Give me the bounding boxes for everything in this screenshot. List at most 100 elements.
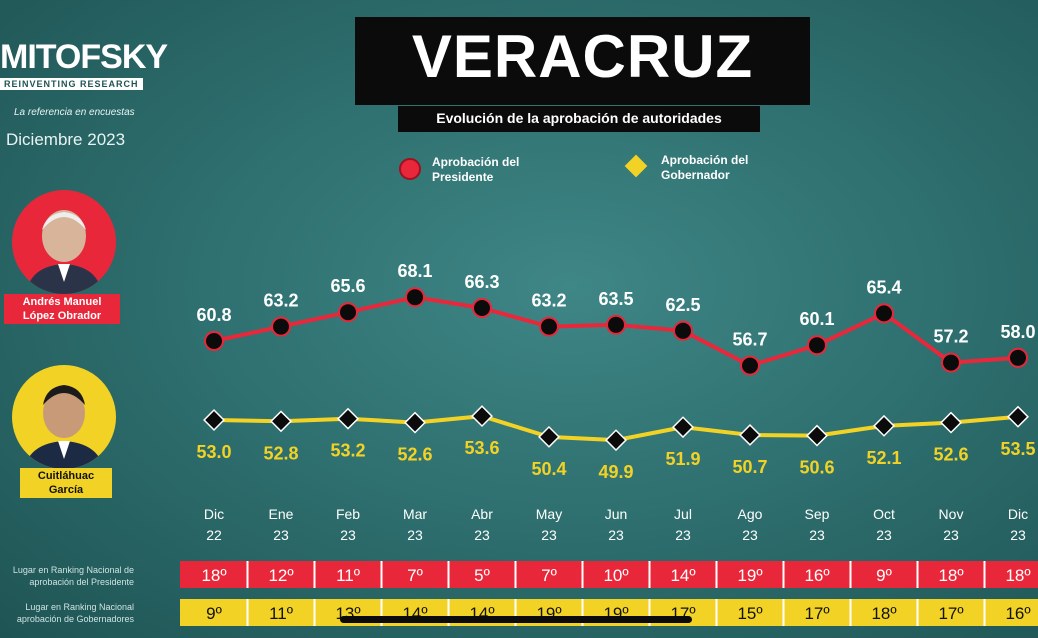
x-tick-year: 23: [1010, 527, 1026, 543]
governor-value-label: 53.6: [464, 438, 499, 458]
president-point: [941, 352, 961, 373]
x-tick-year: 23: [608, 527, 624, 543]
governor-value-label: 51.9: [665, 449, 700, 469]
president-value-label: 65.4: [866, 277, 901, 297]
x-tick-month: Ago: [738, 506, 763, 522]
president-point: [874, 303, 894, 324]
president-ranking-cell: 16º: [804, 566, 829, 585]
president-point: [807, 335, 827, 356]
president-point: [204, 331, 224, 351]
x-tick-month: Feb: [336, 506, 360, 522]
governor-value-label: 49.9: [598, 462, 633, 482]
governor-point: [672, 416, 694, 439]
logo-slogan-bar: REINVENTING RESEARCH: [0, 78, 143, 90]
governor-point: [605, 429, 627, 452]
president-point: [673, 320, 693, 341]
president-ranking-cell: 18º: [201, 566, 226, 585]
president-value-label: 60.8: [196, 305, 231, 325]
governor-point: [471, 405, 493, 428]
governor-point: [1007, 405, 1029, 428]
x-tick-year: 23: [742, 527, 758, 543]
president-ranking-cell: 14º: [670, 566, 695, 585]
governor-point: [270, 410, 292, 433]
governor-point: [538, 425, 560, 448]
x-tick-month: Oct: [873, 506, 895, 522]
president-value-label: 63.2: [531, 291, 566, 311]
governor-ranking-cell: 17º: [804, 604, 829, 623]
governor-value-label: 50.6: [799, 458, 834, 478]
president-point: [740, 355, 760, 376]
president-point: [472, 298, 492, 318]
legend-president-marker: [399, 158, 421, 180]
president-ranking-cell: 9º: [876, 566, 892, 585]
x-tick-year: 23: [407, 527, 423, 543]
governor-name-tag: Cuitláhuac García: [20, 468, 112, 498]
president-value-label: 60.1: [799, 309, 834, 329]
x-tick-month: May: [536, 506, 562, 522]
governor-value-label: 53.5: [1000, 439, 1035, 459]
mitofsky-logo: MITOFSKY REINVENTING RESEARCH: [0, 38, 168, 92]
governor-point: [337, 407, 359, 430]
governor-value-label: 52.8: [263, 443, 298, 463]
president-ranking-cell: 19º: [737, 566, 762, 585]
president-value-label: 57.2: [933, 327, 968, 347]
president-ranking-cell: 5º: [474, 566, 490, 585]
president-value-label: 65.6: [330, 276, 365, 296]
president-ranking-cell: 18º: [1005, 566, 1030, 585]
president-value-label: 58.0: [1000, 322, 1035, 342]
governor-ranking-cell: 15º: [737, 604, 762, 623]
x-tick-year: 22: [206, 527, 222, 543]
president-value-label: 66.3: [464, 272, 499, 292]
x-tick-month: Nov: [939, 506, 964, 522]
president-point: [405, 287, 425, 308]
governor-value-label: 52.1: [866, 448, 901, 468]
governor-ranking-cell: 17º: [938, 604, 963, 623]
governor-value-label: 53.0: [196, 442, 231, 462]
president-value-label: 63.5: [598, 289, 633, 309]
governor-value-label: 50.4: [531, 459, 566, 479]
report-date: Diciembre 2023: [6, 130, 126, 149]
president-ranking-cell: 18º: [938, 566, 963, 585]
x-tick-year: 23: [943, 527, 959, 543]
president-ranking-label: Lugar en Ranking Nacional de aprobación …: [12, 565, 134, 587]
president-value-label: 62.5: [665, 295, 700, 315]
president-portrait-icon: [14, 192, 114, 294]
governor-ranking-cell: 9º: [206, 604, 222, 623]
x-tick-month: Abr: [471, 506, 493, 522]
president-ranking-cell: 7º: [407, 566, 423, 585]
president-value-label: 63.2: [263, 291, 298, 311]
president-ranking-cell: 11º: [336, 566, 360, 585]
governor-ranking-cell: 11º: [269, 604, 293, 623]
president-point: [606, 314, 626, 335]
page-title: VERACRUZ: [411, 23, 754, 90]
horizontal-scrollbar[interactable]: [340, 616, 692, 623]
logo-wordmark: MITOFSKY: [0, 38, 168, 76]
president-ranking-cell: 12º: [268, 566, 293, 585]
president-avatar: [12, 190, 116, 294]
governor-point: [873, 414, 895, 437]
x-tick-year: 23: [340, 527, 356, 543]
president-point: [271, 316, 291, 337]
x-tick-year: 23: [474, 527, 490, 543]
president-value-label: 68.1: [397, 261, 432, 281]
x-tick-year: 23: [675, 527, 691, 543]
governor-point: [940, 411, 962, 434]
president-ranking-row: [180, 561, 1038, 588]
tagline: La referencia en encuestas: [14, 107, 135, 118]
governor-point: [404, 411, 426, 434]
governor-ranking-cell: 16º: [1005, 604, 1030, 623]
governor-ranking-label: Lugar en Ranking Nacional aprobación de …: [16, 602, 134, 624]
governor-avatar: [12, 365, 116, 469]
x-tick-year: 23: [541, 527, 557, 543]
x-tick-month: Sep: [805, 506, 830, 522]
x-tick-year: 23: [809, 527, 825, 543]
governor-point: [806, 424, 828, 447]
subtitle-banner: [398, 106, 760, 132]
president-ranking-cell: 10º: [603, 566, 628, 585]
president-point: [338, 302, 358, 323]
president-name-tag: Andrés Manuel López Obrador: [4, 294, 120, 324]
x-tick-month: Dic: [1008, 506, 1028, 522]
x-tick-month: Mar: [403, 506, 427, 522]
page-subtitle: Evolución de la aprobación de autoridade…: [436, 110, 722, 126]
governor-value-label: 50.7: [732, 457, 767, 477]
